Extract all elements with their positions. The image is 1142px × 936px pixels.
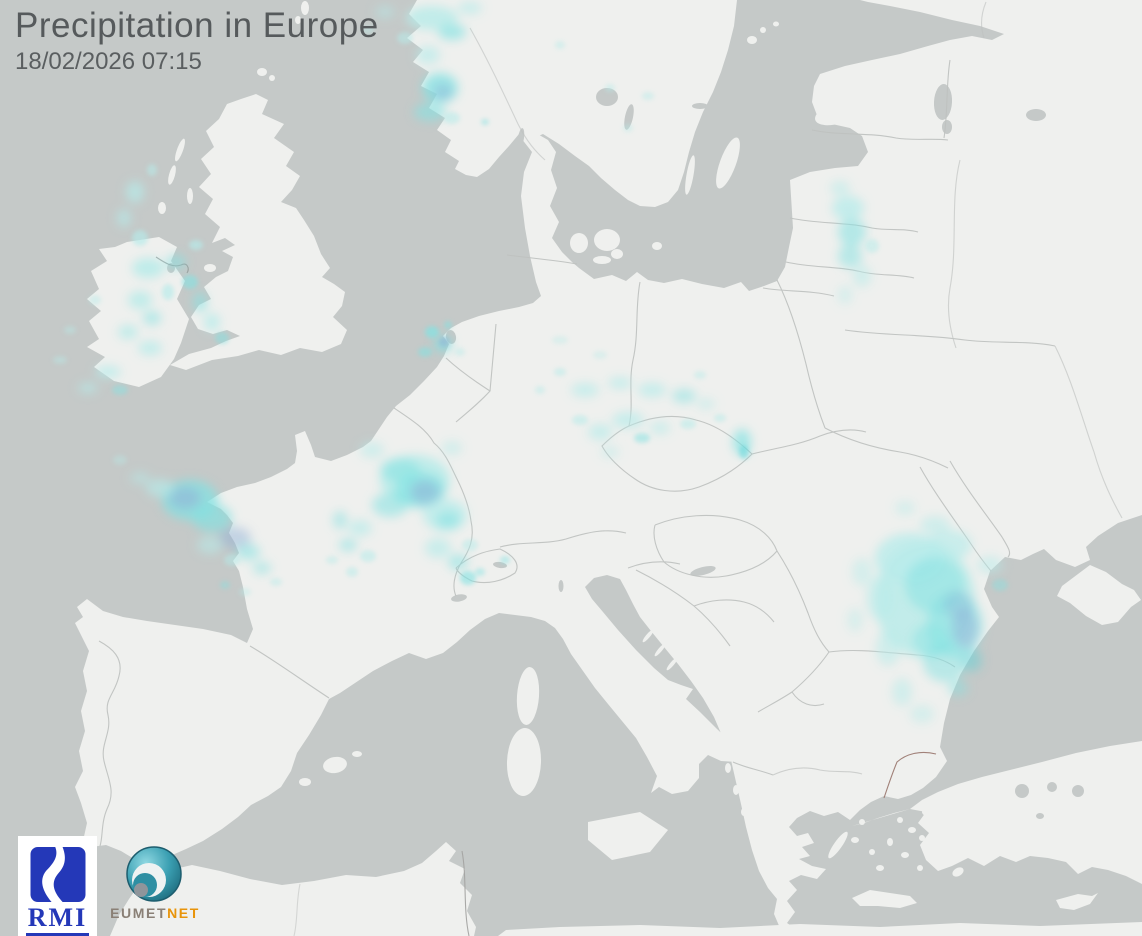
land-anatolia bbox=[852, 741, 1142, 884]
rmi-logo-icon bbox=[30, 847, 85, 902]
eumetnet-logo-label: EUMETNET bbox=[110, 906, 200, 920]
timestamp: 18/02/2026 07:15 bbox=[15, 48, 202, 75]
precipitation-layer-fine bbox=[53, 26, 1008, 596]
precipitation-layer-soft bbox=[78, 2, 1003, 723]
land-layer bbox=[75, 0, 1142, 936]
page-title: Precipitation in Europe bbox=[15, 6, 379, 45]
land-ireland bbox=[87, 237, 189, 387]
eumetnet-label-left: EUMET bbox=[110, 905, 168, 921]
eumetnet-logo: EUMETNET bbox=[103, 843, 207, 935]
land-africa-south-strip bbox=[498, 922, 1142, 936]
land-great-britain bbox=[170, 94, 347, 370]
land-north-africa bbox=[110, 842, 476, 936]
land-crimea bbox=[1057, 565, 1141, 625]
rmi-logo-label: RMI bbox=[25, 905, 90, 936]
eumetnet-logo-icon bbox=[126, 846, 182, 902]
eumetnet-label-right: NET bbox=[167, 905, 200, 921]
land-scandinavia bbox=[407, 0, 737, 207]
land-mainland bbox=[75, 0, 1142, 934]
rmi-logo: RMI bbox=[18, 836, 97, 936]
